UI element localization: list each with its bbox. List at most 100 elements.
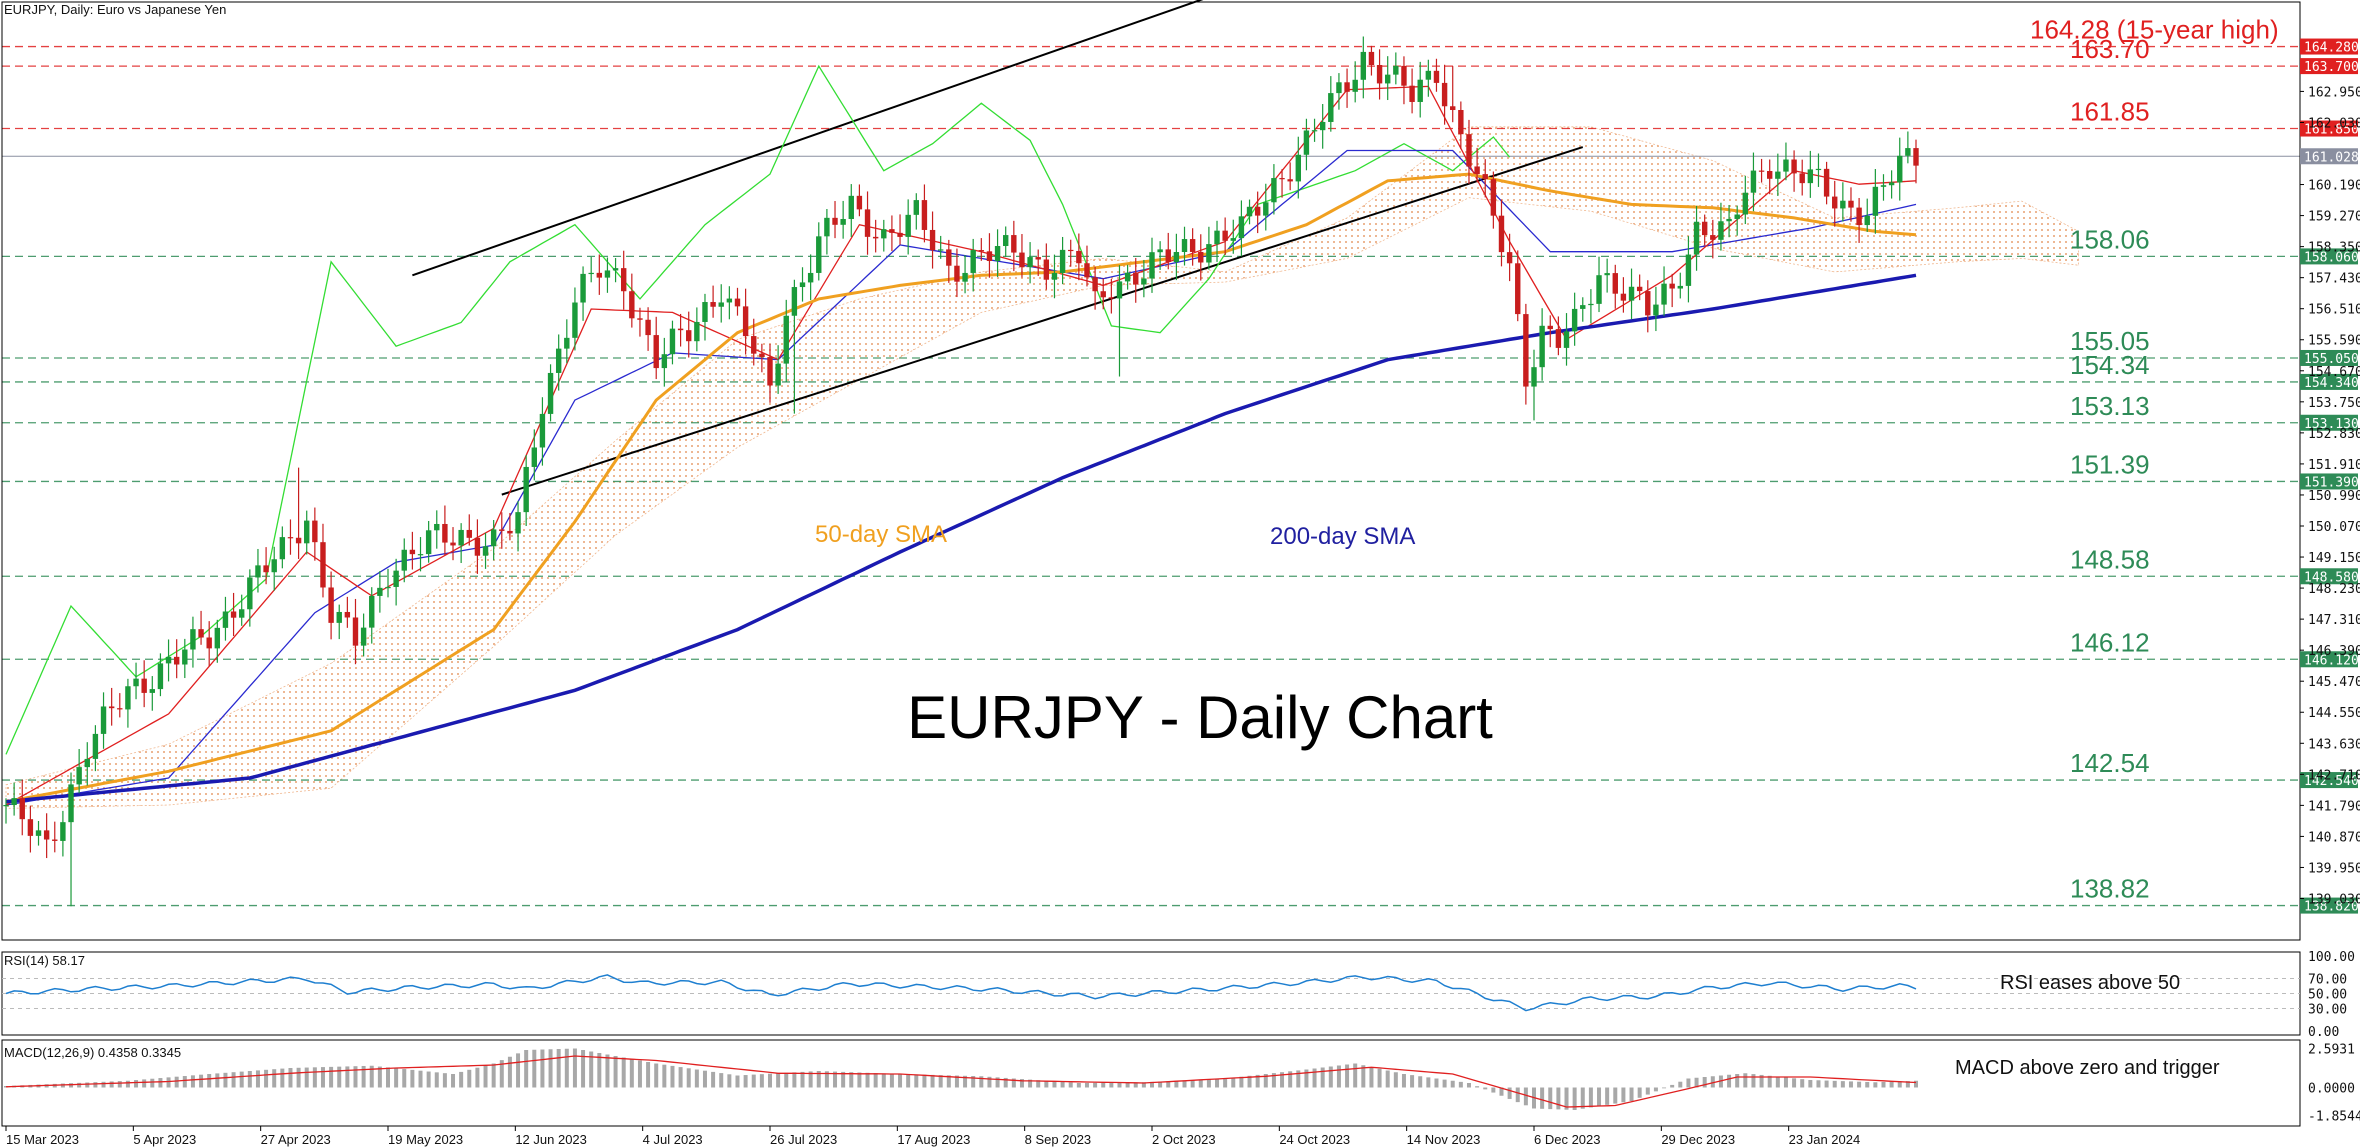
macd-histogram-bar <box>1515 1087 1520 1103</box>
candle-body <box>19 798 25 820</box>
candle-body <box>1133 272 1139 285</box>
macd-histogram-bar <box>971 1076 976 1088</box>
macd-histogram-bar <box>686 1068 691 1088</box>
price-tick-label: 142.710 <box>2308 768 2360 783</box>
price-tick-label: 146.390 <box>2308 644 2360 659</box>
level-axis-tag-text: 148.580 <box>2304 570 2359 585</box>
macd-histogram-bar <box>394 1068 399 1088</box>
macd-histogram-bar <box>914 1074 919 1088</box>
macd-histogram-bar <box>922 1074 927 1088</box>
macd-histogram-bar <box>491 1063 496 1088</box>
macd-histogram-bar <box>572 1048 577 1088</box>
price-tick-label: 145.470 <box>2308 675 2360 690</box>
candle-body <box>1189 239 1196 252</box>
macd-histogram-bar <box>1410 1075 1415 1088</box>
time-axis: 15 Mar 2023 5 Apr 2023 27 Apr 2023 19 May 2… <box>5 1126 1860 1147</box>
macd-histogram-bar <box>296 1067 301 1088</box>
level-label: 142.54 <box>2070 748 2150 778</box>
candle-body <box>1864 215 1870 226</box>
macd-histogram-bar <box>329 1066 334 1088</box>
level-axis-tag <box>2300 38 2358 55</box>
candle-body <box>1848 200 1854 208</box>
macd-histogram-bar <box>1466 1083 1471 1088</box>
macd-histogram-bar <box>142 1079 147 1088</box>
candle-body <box>1230 238 1236 241</box>
candle-body <box>1279 178 1285 180</box>
time-tick-label: 19 May 2023 <box>388 1132 463 1147</box>
candle-body <box>1604 273 1610 276</box>
candle-body <box>1677 285 1683 289</box>
candle-body <box>1027 257 1033 268</box>
macd-histogram-bar <box>808 1071 813 1088</box>
rsi-tick-label: 50.00 <box>2308 988 2347 1003</box>
candle-body <box>450 542 456 546</box>
level-label: 158.06 <box>2070 224 2150 254</box>
macd-histogram-bar <box>231 1072 236 1088</box>
macd-histogram-bar <box>1019 1079 1024 1088</box>
candle-body <box>1051 272 1058 280</box>
macd-histogram-bar <box>613 1056 618 1088</box>
main-panel-frame <box>1 1 2301 941</box>
candle-body <box>328 587 334 623</box>
candle-body <box>807 272 814 283</box>
candle-body <box>198 629 204 638</box>
candle-body <box>1092 277 1098 292</box>
candle-body <box>385 586 391 589</box>
macd-histogram-bar <box>987 1076 992 1088</box>
macd-histogram-bar <box>386 1067 390 1088</box>
candle-body <box>108 706 115 709</box>
macd-histogram-bar <box>792 1072 797 1088</box>
macd-histogram-bar <box>1239 1076 1244 1088</box>
candle-body <box>1474 166 1480 175</box>
price-tick-label: 158.350 <box>2308 241 2360 256</box>
candle-body <box>425 530 432 555</box>
candle-body <box>751 336 757 354</box>
candle-body <box>1783 159 1789 172</box>
macd-histogram-bar <box>1401 1074 1406 1088</box>
macd-histogram-bar <box>1223 1078 1228 1088</box>
macd-histogram-bar <box>1694 1077 1699 1088</box>
macd-histogram-bar <box>1377 1068 1382 1088</box>
macd-histogram-bar <box>1068 1082 1073 1088</box>
macd-histogram-bar <box>662 1064 667 1088</box>
level-axis-tag <box>2300 897 2358 914</box>
current-price-tag-text: 161.028 <box>2304 150 2359 165</box>
macd-histogram-bar <box>694 1069 699 1088</box>
candle-body <box>295 537 302 544</box>
candle-body <box>344 611 351 618</box>
macd-histogram-bar <box>1775 1076 1780 1088</box>
candle-body <box>157 663 164 690</box>
rsi-tick-label: 100.00 <box>2308 950 2355 965</box>
macd-histogram-bar <box>1597 1087 1602 1107</box>
macd-histogram-bar <box>239 1071 244 1088</box>
time-tick-label: 29 Dec 2023 <box>1661 1132 1735 1147</box>
candle-body <box>921 200 928 230</box>
macd-histogram-bar <box>1808 1080 1813 1088</box>
price-tick-label: 160.190 <box>2308 179 2360 194</box>
candle-body <box>840 219 846 225</box>
macd-histogram-bar <box>1897 1081 1902 1088</box>
candle-body <box>677 328 684 331</box>
candle-body <box>1515 263 1521 315</box>
price-tick-label: 152.830 <box>2308 427 2360 442</box>
candle-body <box>1580 305 1586 309</box>
candle-body <box>1385 74 1391 84</box>
macd-histogram-bar <box>946 1075 951 1088</box>
level-axis-tag-text: 154.340 <box>2304 376 2359 391</box>
candle-body <box>759 353 765 358</box>
candle-body <box>84 758 90 768</box>
macd-histogram-bar <box>1101 1082 1106 1088</box>
candle-body <box>1319 121 1326 131</box>
macd-histogram-bar <box>1678 1081 1683 1088</box>
candle-body <box>1840 200 1846 209</box>
macd-histogram-bar <box>1645 1087 1650 1095</box>
macd-histogram-bar <box>1507 1087 1512 1099</box>
candle-body <box>1710 235 1716 240</box>
level-axis-tag <box>2300 772 2358 789</box>
macd-histogram-bar <box>865 1072 870 1088</box>
macd-histogram-bar <box>670 1065 675 1088</box>
price-tick-label: 149.150 <box>2308 551 2360 566</box>
macd-histogram-bar <box>581 1050 586 1088</box>
macd-histogram-bar <box>1458 1081 1463 1088</box>
